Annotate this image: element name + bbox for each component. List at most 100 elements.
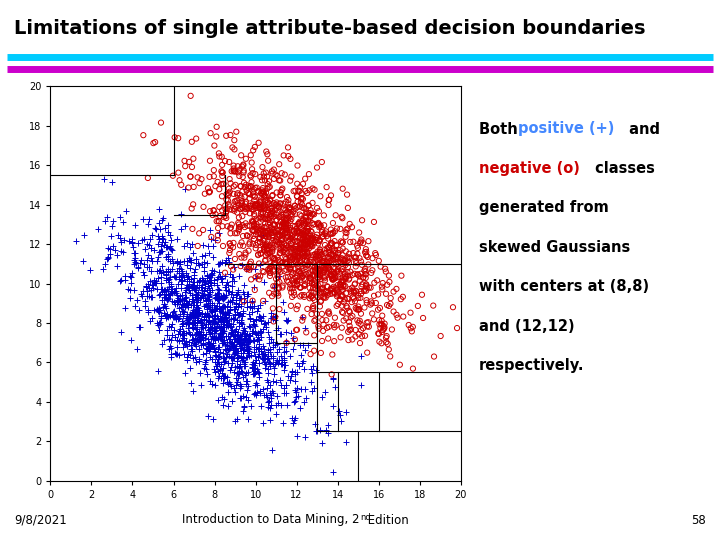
Point (306, 369, 318, 378)
Point (228, 277, 240, 286)
Point (337, 292, 348, 300)
Point (208, 317, 220, 326)
Point (231, 368, 243, 377)
Point (171, 350, 182, 359)
Point (298, 271, 310, 279)
Point (197, 350, 209, 359)
Point (342, 272, 354, 280)
Point (189, 313, 200, 321)
Point (161, 309, 173, 318)
Point (248, 232, 259, 240)
Point (196, 321, 207, 329)
Point (234, 339, 246, 347)
Point (228, 190, 239, 198)
Point (102, 254, 114, 262)
Point (168, 272, 179, 280)
Point (227, 296, 238, 305)
Point (347, 293, 359, 302)
Point (209, 306, 220, 315)
Point (204, 187, 216, 196)
Point (266, 292, 278, 301)
Point (261, 230, 273, 239)
Point (270, 378, 282, 387)
Point (190, 295, 202, 303)
Point (268, 352, 279, 360)
Point (182, 315, 194, 323)
Point (289, 397, 300, 406)
Point (263, 183, 274, 192)
Point (268, 243, 279, 252)
Point (336, 238, 348, 247)
Point (240, 332, 251, 341)
Point (275, 267, 287, 276)
Point (287, 345, 299, 354)
Point (220, 332, 232, 340)
Point (256, 232, 268, 240)
Point (128, 286, 140, 294)
Point (242, 290, 253, 299)
Point (208, 345, 220, 354)
Point (285, 265, 297, 273)
Point (161, 312, 173, 320)
Point (304, 270, 315, 279)
Point (253, 350, 264, 359)
Point (171, 266, 183, 275)
Point (242, 343, 253, 352)
Point (157, 235, 168, 244)
Point (170, 312, 181, 321)
Point (256, 190, 268, 198)
Point (162, 249, 174, 258)
Point (212, 319, 223, 328)
Point (305, 206, 316, 214)
Point (253, 359, 265, 367)
Point (243, 382, 254, 390)
Point (115, 247, 127, 255)
Point (290, 257, 302, 266)
Point (222, 318, 234, 327)
Point (344, 254, 356, 263)
Point (318, 273, 330, 281)
Point (235, 353, 247, 361)
Point (276, 381, 287, 389)
Point (238, 328, 250, 337)
Point (294, 187, 305, 195)
Point (244, 201, 256, 210)
Point (143, 279, 154, 288)
Point (210, 304, 221, 313)
Point (183, 279, 194, 288)
Point (212, 231, 224, 240)
Point (231, 333, 243, 342)
Point (288, 245, 300, 253)
Point (256, 213, 267, 222)
Point (250, 200, 261, 209)
Point (177, 312, 189, 320)
Point (200, 297, 212, 306)
Point (244, 232, 256, 241)
Point (259, 319, 271, 327)
Point (211, 322, 222, 331)
Point (217, 308, 229, 317)
Text: generated from: generated from (479, 200, 608, 215)
Point (185, 341, 197, 349)
Point (279, 348, 290, 356)
Point (195, 341, 207, 349)
Point (315, 285, 326, 293)
Point (251, 336, 263, 345)
Point (341, 273, 352, 282)
Point (307, 251, 318, 260)
Point (312, 220, 323, 228)
Point (289, 222, 301, 231)
Point (224, 239, 235, 248)
Point (271, 356, 282, 364)
Point (278, 366, 289, 374)
Point (271, 188, 282, 197)
Point (220, 332, 232, 340)
Point (217, 309, 228, 318)
Point (300, 232, 312, 240)
Point (320, 229, 331, 238)
Point (356, 237, 367, 246)
Point (171, 336, 183, 345)
Point (366, 254, 378, 262)
Point (306, 237, 318, 245)
Point (284, 261, 295, 269)
